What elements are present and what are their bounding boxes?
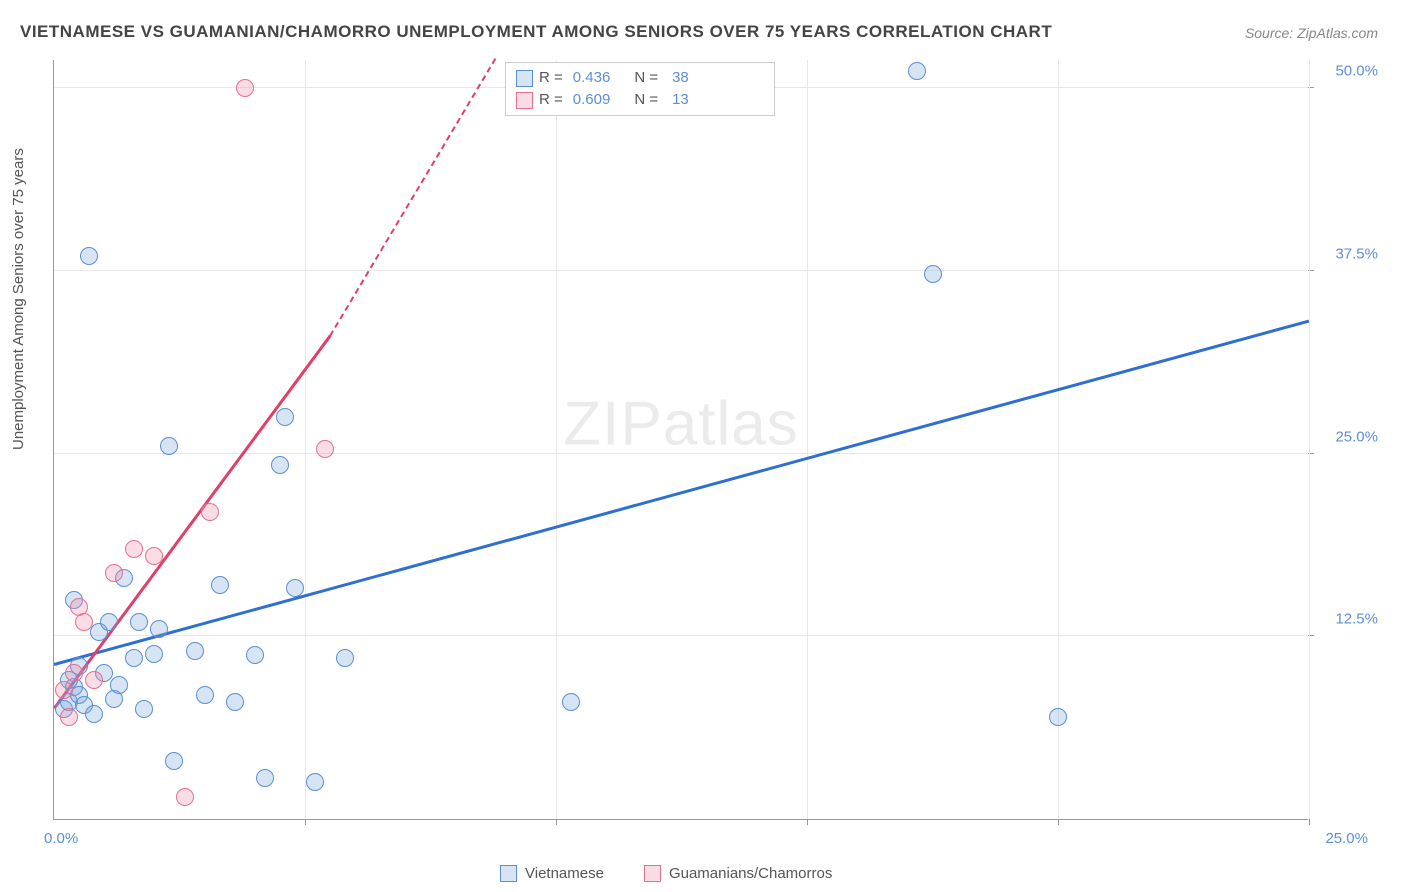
data-point [75, 613, 93, 631]
y-tick-label: 37.5% [1335, 245, 1378, 262]
data-point [924, 265, 942, 283]
data-point [256, 769, 274, 787]
y-tick-label: 12.5% [1335, 611, 1378, 628]
series-legend: Vietnamese Guamanians/Chamorros [500, 865, 832, 882]
trend-line [329, 58, 496, 337]
data-point [80, 247, 98, 265]
data-point [165, 752, 183, 770]
data-point [110, 676, 128, 694]
data-point [196, 686, 214, 704]
data-point [246, 646, 264, 664]
data-point [160, 437, 178, 455]
data-point [60, 708, 78, 726]
gridline-horizontal [54, 270, 1308, 271]
data-point [85, 671, 103, 689]
data-point [562, 693, 580, 711]
data-point [1049, 708, 1067, 726]
y-tick-label: 25.0% [1335, 428, 1378, 445]
data-point [145, 645, 163, 663]
gridline-vertical [1309, 60, 1310, 819]
data-point [236, 79, 254, 97]
y-axis-label: Unemployment Among Seniors over 75 years [10, 148, 27, 450]
x-tick-max: 25.0% [1325, 830, 1368, 847]
data-point [135, 700, 153, 718]
data-point [100, 613, 118, 631]
data-point [286, 579, 304, 597]
data-point [176, 788, 194, 806]
watermark: ZIPatlas [563, 389, 798, 460]
data-point [85, 705, 103, 723]
legend-item: Vietnamese [500, 865, 604, 882]
correlation-legend: R =0.436N =38R =0.609N =13 [505, 62, 775, 116]
data-point [226, 693, 244, 711]
data-point [908, 62, 926, 80]
data-point [186, 642, 204, 660]
data-point [55, 681, 73, 699]
trend-line [54, 320, 1310, 666]
data-point [125, 649, 143, 667]
y-tick-label: 50.0% [1335, 63, 1378, 80]
data-point [201, 503, 219, 521]
data-point [145, 547, 163, 565]
data-point [306, 773, 324, 791]
data-point [271, 456, 289, 474]
source-attribution: Source: ZipAtlas.com [1245, 25, 1378, 41]
gridline-vertical [1058, 60, 1059, 819]
data-point [130, 613, 148, 631]
chart-title: VIETNAMESE VS GUAMANIAN/CHAMORRO UNEMPLO… [20, 22, 1052, 42]
data-point [336, 649, 354, 667]
data-point [316, 440, 334, 458]
legend-row: R =0.436N =38 [516, 67, 764, 89]
x-tick-origin: 0.0% [44, 830, 78, 847]
plot-area: ZIPatlas 0.0% 25.0% 12.5%25.0%37.5%50.0% [53, 60, 1308, 820]
data-point [105, 564, 123, 582]
data-point [65, 664, 83, 682]
gridline-horizontal [54, 635, 1308, 636]
data-point [150, 620, 168, 638]
data-point [125, 540, 143, 558]
data-point [211, 576, 229, 594]
legend-row: R =0.609N =13 [516, 89, 764, 111]
data-point [276, 408, 294, 426]
gridline-vertical [305, 60, 306, 819]
gridline-vertical [807, 60, 808, 819]
gridline-vertical [556, 60, 557, 819]
legend-item: Guamanians/Chamorros [644, 865, 832, 882]
